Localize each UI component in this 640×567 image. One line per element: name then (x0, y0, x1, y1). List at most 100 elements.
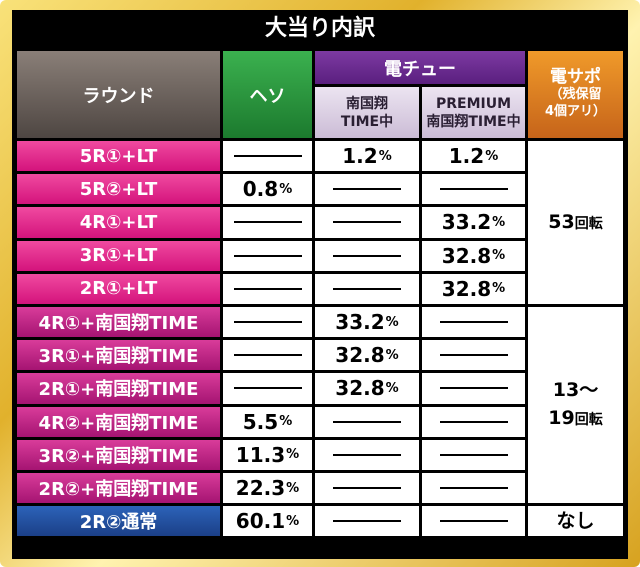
percent-sign: % (385, 314, 399, 330)
header-denchu: 電チュー (315, 51, 525, 84)
value-nangoku: 32.8% (315, 340, 419, 371)
value-premium (422, 506, 525, 537)
densapo-line: なし (556, 507, 594, 535)
percent-sign: % (385, 347, 399, 363)
densapo-line: 53回転 (548, 208, 602, 238)
percent-sign: % (286, 513, 300, 529)
row-label: 2R①+LT (17, 273, 220, 304)
value-number: 32.8 (335, 343, 385, 368)
header-denchu-premium: PREMIUM 南国翔TIME中 (422, 87, 525, 138)
percent-sign: % (286, 480, 300, 496)
value-heso: 11.3% (223, 439, 312, 470)
value-nangoku (315, 506, 419, 537)
dash-line (439, 387, 508, 390)
table-title: 大当り内訳 (264, 16, 375, 41)
percent-sign: % (286, 447, 300, 463)
row-label: 5R①+LT (17, 141, 220, 172)
percent-sign: % (492, 214, 506, 230)
dash-line (233, 254, 302, 257)
dash-line (333, 420, 401, 423)
header-densapo-line2: （残保留 (549, 87, 602, 102)
row-label: 2R②通常 (17, 506, 220, 537)
percent-sign: % (279, 414, 293, 430)
value-heso: 60.1% (223, 506, 312, 537)
dash-line (233, 155, 302, 158)
percent-sign: % (485, 148, 499, 164)
header-nangoku-line1: 南国翔 (346, 95, 388, 112)
dash-line (333, 487, 401, 490)
dash-line (439, 188, 508, 191)
value-number: 33.2 (441, 210, 492, 235)
value-premium: 32.8% (422, 273, 525, 304)
value-nangoku: 33.2% (315, 307, 419, 338)
densapo-number: 19 (548, 407, 575, 430)
header-nangoku-line2: TIME中 (340, 113, 394, 130)
value-number: 1.2 (448, 144, 485, 169)
row-label: 3R①+南国翔TIME (17, 340, 220, 371)
dash-line (439, 321, 508, 324)
percent-sign: % (378, 148, 392, 164)
densapo-value: 13～ 19回転 (528, 307, 623, 504)
value-premium: 33.2% (422, 207, 525, 238)
header-densapo-line1: 電サポ (550, 67, 601, 87)
row-label: 3R②+南国翔TIME (17, 439, 220, 470)
header-densapo-line3: 4個アリ） (544, 104, 607, 119)
dash-line (233, 387, 302, 390)
densapo-value: なし (528, 506, 623, 537)
value-number: 0.8 (242, 177, 279, 202)
dash-line (333, 221, 401, 224)
value-nangoku (315, 207, 419, 238)
dash-line (233, 221, 302, 224)
percent-sign: % (385, 380, 399, 396)
value-number: 1.2 (342, 144, 378, 169)
row-label: 3R①+LT (17, 240, 220, 271)
value-premium (422, 439, 525, 470)
dash-line (439, 354, 508, 357)
densapo-line: 13～ (553, 376, 598, 404)
value-heso (223, 240, 312, 271)
dash-line (333, 520, 401, 523)
header-densapo: 電サポ （残保留 4個アリ） (528, 51, 623, 138)
row-label: 2R②+南国翔TIME (17, 473, 220, 504)
breakdown-table: 大当り内訳 ラウンド ヘソ 電チュー 南国翔 TIME中 PREMIUM 南国翔… (12, 10, 628, 559)
value-heso (223, 373, 312, 404)
value-heso (223, 141, 312, 172)
densapo-number: 13～ (552, 379, 599, 402)
value-premium (422, 373, 525, 404)
value-premium (422, 307, 525, 338)
value-number: 60.1 (235, 509, 286, 534)
densapo-number: 53 (548, 210, 575, 233)
value-number: 33.2 (335, 310, 385, 335)
dash-line (439, 453, 508, 456)
value-number: 22.3 (235, 476, 286, 501)
header-premium-line1: PREMIUM (435, 95, 512, 112)
value-nangoku (315, 174, 419, 205)
header-premium-line2: 南国翔TIME中 (426, 113, 521, 130)
value-number: 5.5 (242, 409, 279, 434)
dash-line (233, 321, 302, 324)
row-label: 5R②+LT (17, 174, 220, 205)
header-round: ラウンド (17, 51, 220, 138)
value-heso: 0.8% (223, 174, 312, 205)
value-premium: 1.2% (422, 141, 525, 172)
row-label: 4R①+LT (17, 207, 220, 238)
value-number: 32.8 (335, 376, 385, 401)
dash-line (333, 453, 401, 456)
value-number: 32.8 (441, 276, 492, 301)
row-label: 4R①+南国翔TIME (17, 307, 220, 338)
value-premium (422, 406, 525, 437)
densapo-unit: 回転 (574, 412, 603, 429)
row-label: 2R①+南国翔TIME (17, 373, 220, 404)
header-denchu-nangoku: 南国翔 TIME中 (315, 87, 419, 138)
value-nangoku (315, 439, 419, 470)
dash-line (439, 520, 508, 523)
dash-line (333, 287, 401, 290)
dash-line (439, 487, 508, 490)
value-heso (223, 340, 312, 371)
percent-sign: % (492, 281, 506, 297)
percent-sign: % (492, 248, 506, 264)
row-label: 4R②+南国翔TIME (17, 406, 220, 437)
value-heso (223, 273, 312, 304)
value-premium (422, 473, 525, 504)
